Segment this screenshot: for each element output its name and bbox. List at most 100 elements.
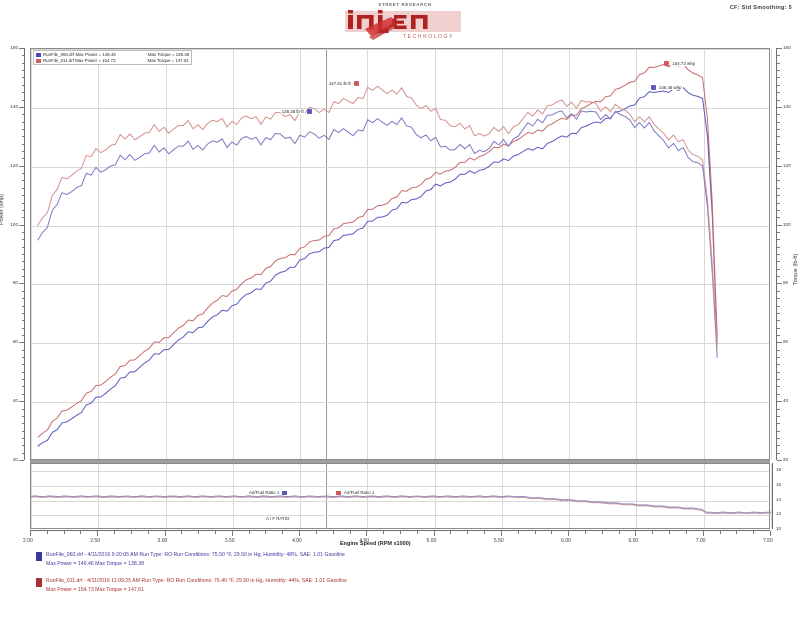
- gridline-vertical: [771, 49, 772, 459]
- axis-tick: [777, 276, 780, 278]
- legend-metric: Max Torque = 138.38: [147, 52, 190, 57]
- axis-tick: [433, 531, 435, 536]
- axis-tick: [777, 114, 780, 116]
- axis-tick: [777, 327, 780, 329]
- axis-tick: [366, 531, 368, 536]
- brand-subtext: TECHNOLOGY: [403, 34, 454, 40]
- axis-tick: [21, 371, 24, 373]
- axis-tick: [777, 342, 782, 344]
- axis-tick: [777, 128, 780, 130]
- axis-tick: [21, 202, 24, 204]
- run-max-values: Max Power = 146.46 Max Torque = 138.38: [46, 561, 144, 567]
- axis-tick: [777, 415, 780, 417]
- axis-tick-label: 2.00: [23, 538, 33, 544]
- cursor-line[interactable]: [326, 49, 327, 459]
- axis-tick: [21, 445, 24, 447]
- axis-tick: [777, 371, 780, 373]
- axis-tick: [282, 531, 284, 534]
- axis-tick: [551, 531, 553, 534]
- axis-tick: [21, 158, 24, 160]
- axis-tick: [777, 209, 780, 211]
- gridline-vertical: [232, 49, 234, 459]
- axis-tick: [21, 364, 24, 366]
- axis-tick: [21, 180, 24, 182]
- axis-tick: [618, 531, 620, 534]
- gridline-vertical: [569, 464, 571, 528]
- gridline-vertical: [98, 49, 100, 459]
- axis-tick: [652, 531, 654, 534]
- gridline-vertical: [300, 49, 302, 459]
- afr-tick-label: 18: [776, 467, 782, 473]
- axis-tick: [534, 531, 536, 534]
- axis-tick: [21, 151, 24, 152]
- axis-tick: [19, 48, 24, 49]
- axis-tick: [777, 379, 780, 381]
- series-curve: [37, 85, 718, 350]
- axis-tick: [21, 305, 24, 307]
- gridline-vertical: [31, 49, 32, 459]
- axis-tick-label: 5.50: [493, 538, 504, 544]
- gridline-horizontal: [31, 343, 769, 345]
- axis-tick: [21, 128, 24, 130]
- gridline-horizontal: [31, 500, 769, 502]
- axis-tick: [80, 531, 82, 534]
- axis-tick: [777, 106, 782, 108]
- axis-tick: [777, 48, 782, 49]
- axis-tick: [753, 531, 755, 534]
- axis-tick: [601, 531, 603, 534]
- y-axis-left-title: Power (whp): [0, 194, 5, 225]
- axis-tick: [777, 136, 780, 138]
- gridline-vertical: [703, 49, 705, 459]
- gridline-vertical: [771, 464, 772, 528]
- axis-tick: [21, 298, 24, 300]
- axis-tick: [777, 298, 780, 300]
- axis-tick-label: 4.50: [359, 538, 370, 544]
- main-plot-area: [30, 48, 772, 462]
- axis-tick: [21, 408, 24, 410]
- axis-tick: [777, 239, 780, 241]
- run-conditions: RunFile_011.drf - 4/11/2016 11:09:25 AM …: [46, 578, 348, 584]
- axis-tick: [332, 531, 334, 534]
- axis-tick: [702, 531, 704, 536]
- axis-tick: [777, 84, 780, 86]
- axis-tick: [21, 92, 24, 94]
- axis-tick: [21, 452, 24, 454]
- annotation-peak-torque-blue: 138.38 lb-ft: [280, 108, 312, 114]
- axis-tick: [21, 246, 24, 248]
- axis-tick: [21, 357, 24, 358]
- axis-tick: [777, 70, 780, 72]
- axis-tick-label: 120: [783, 162, 791, 168]
- axis-tick: [97, 531, 99, 536]
- gridline-vertical: [434, 49, 436, 459]
- legend-row: RunFile_060.drf Max Power = 146.46 Max T…: [36, 52, 189, 57]
- axis-tick: [777, 349, 780, 351]
- axis-tick: [777, 254, 780, 255]
- axis-tick-label: 100: [783, 221, 791, 227]
- gridline-vertical: [636, 464, 638, 528]
- brand-tagline: STREET RESEARCH: [378, 2, 432, 7]
- axis-tick: [777, 334, 780, 336]
- axis-tick: [500, 531, 502, 536]
- axis-tick: [736, 531, 738, 534]
- curve-layer: [37, 63, 718, 447]
- annotation-marker: [664, 60, 670, 66]
- axis-tick: [21, 173, 24, 175]
- axis-tick: [21, 276, 24, 278]
- afr-legend-blue: Air/Fuel Ratio 1: [248, 490, 288, 495]
- axis-tick: [777, 165, 782, 167]
- axis-tick: [248, 531, 250, 534]
- axis-tick-label: 6.00: [561, 538, 571, 544]
- run-detail-row: RunFile_060.drf - 4/11/2016 9:20:05 AM R…: [36, 551, 776, 569]
- annotation-peak-power-blue: 146.46 whp: [650, 84, 683, 90]
- axis-tick: [416, 531, 418, 534]
- axis-tick-label: 40: [12, 398, 18, 404]
- brand-wordmark: TECHNOLOGY: [345, 9, 465, 43]
- axis-tick: [777, 224, 782, 226]
- axis-tick: [19, 224, 24, 226]
- axis-tick: [21, 55, 24, 57]
- axis-tick: [777, 386, 780, 388]
- annotation-label: 147.61 lb-ft: [327, 81, 352, 87]
- axis-tick: [777, 246, 780, 248]
- axis-tick: [130, 531, 132, 534]
- axis-tick: [21, 334, 24, 336]
